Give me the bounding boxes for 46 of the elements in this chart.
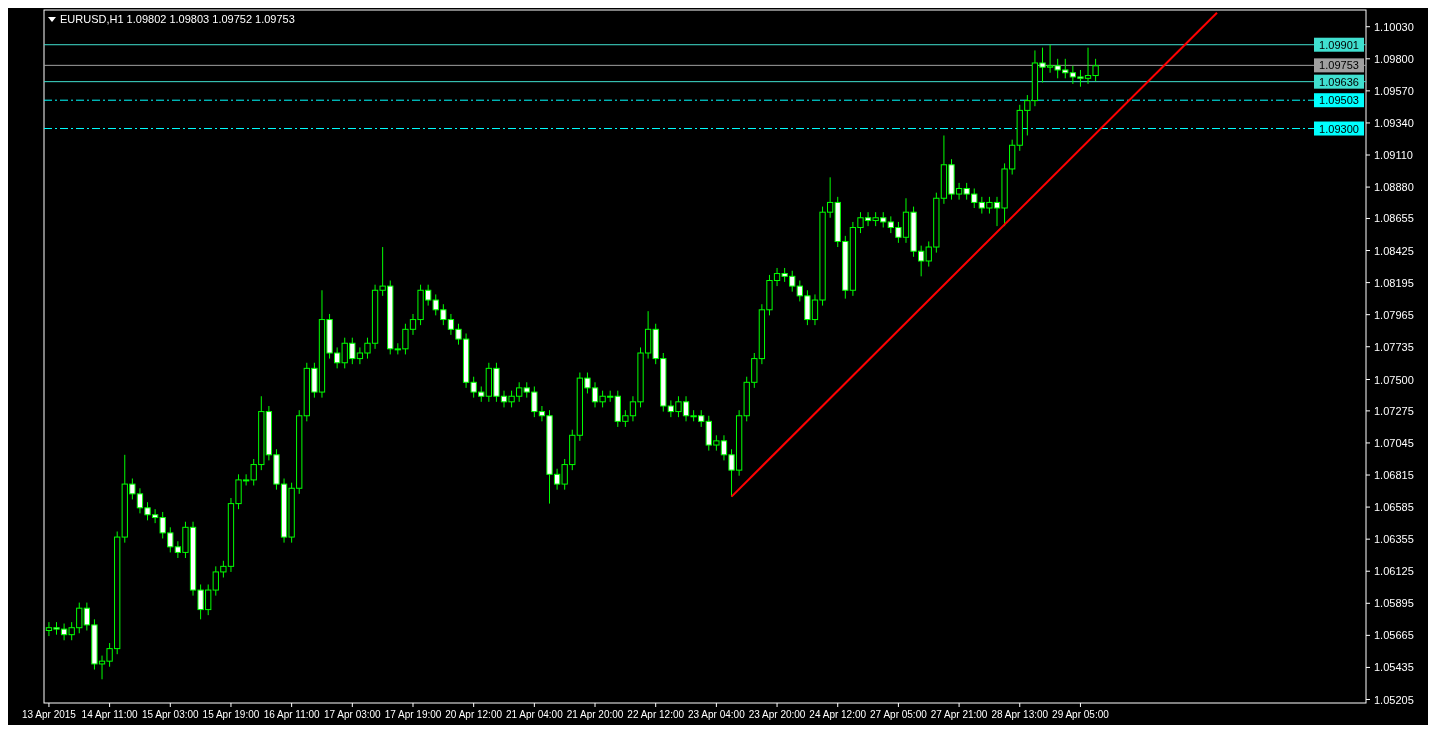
y-tick-label: 1.07735 — [1374, 340, 1414, 353]
x-tick-label: 23 Apr 20:00 — [748, 709, 806, 720]
x-tick-label: 28 Apr 13:00 — [991, 709, 1049, 720]
ref-line-label: 1.09300 — [1319, 122, 1359, 135]
x-tick-label: 21 Apr 04:00 — [505, 709, 564, 720]
x-tick-label: 23 Apr 04:00 — [688, 709, 746, 720]
x-tick-label: 22 Apr 12:00 — [627, 709, 685, 720]
y-tick-label: 1.06125 — [1374, 565, 1414, 578]
x-tick-label: 24 Apr 12:00 — [809, 709, 867, 720]
y-tick-label: 1.08425 — [1374, 244, 1414, 257]
y-tick-label: 1.09110 — [1374, 149, 1413, 162]
x-tick-label: 14 Apr 11:00 — [81, 709, 139, 720]
x-tick-label: 27 Apr 05:00 — [870, 709, 928, 720]
x-tick-label: 17 Apr 03:00 — [323, 709, 382, 720]
ref-line-label: 1.09503 — [1319, 94, 1359, 107]
y-tick-label: 1.07275 — [1374, 404, 1414, 417]
y-tick-label: 1.09570 — [1374, 84, 1414, 97]
y-tick-label: 1.05205 — [1374, 693, 1414, 706]
x-tick-label: 15 Apr 03:00 — [141, 709, 200, 720]
x-tick-label: 20 Apr 12:00 — [445, 709, 503, 720]
y-tick-label: 1.09340 — [1374, 116, 1414, 129]
y-tick-label: 1.09800 — [1374, 52, 1414, 65]
ref-line-label: 1.09753 — [1319, 59, 1359, 72]
y-tick-label: 1.05665 — [1374, 629, 1414, 642]
chart-title: EURUSD,H1 1.09802 1.09803 1.09752 1.09753 — [60, 13, 295, 25]
x-tick-label: 13 Apr 2015 — [21, 709, 77, 720]
y-tick-label: 1.07500 — [1374, 373, 1414, 386]
x-tick-label: 16 Apr 11:00 — [263, 709, 321, 720]
y-tick-label: 1.05895 — [1374, 597, 1414, 610]
x-tick-label: 15 Apr 19:00 — [202, 709, 260, 720]
y-tick-label: 1.08195 — [1374, 276, 1414, 289]
y-tick-label: 1.07045 — [1374, 436, 1414, 449]
y-tick-label: 1.06815 — [1374, 469, 1414, 482]
ref-line-label: 1.09636 — [1319, 75, 1359, 88]
x-tick-label: 29 Apr 05:00 — [1052, 709, 1110, 720]
y-tick-label: 1.10030 — [1374, 20, 1414, 33]
y-tick-label: 1.06585 — [1374, 501, 1414, 514]
ref-line-label: 1.09901 — [1319, 38, 1359, 51]
y-tick-label: 1.08655 — [1374, 212, 1414, 225]
y-tick-label: 1.08880 — [1374, 181, 1414, 194]
x-tick-label: 27 Apr 21:00 — [930, 709, 988, 720]
x-tick-label: 17 Apr 19:00 — [384, 709, 442, 720]
y-tick-label: 1.07965 — [1374, 308, 1414, 321]
y-tick-label: 1.05435 — [1374, 661, 1414, 674]
x-tick-label: 21 Apr 20:00 — [566, 709, 624, 720]
y-tick-label: 1.06355 — [1374, 533, 1414, 546]
